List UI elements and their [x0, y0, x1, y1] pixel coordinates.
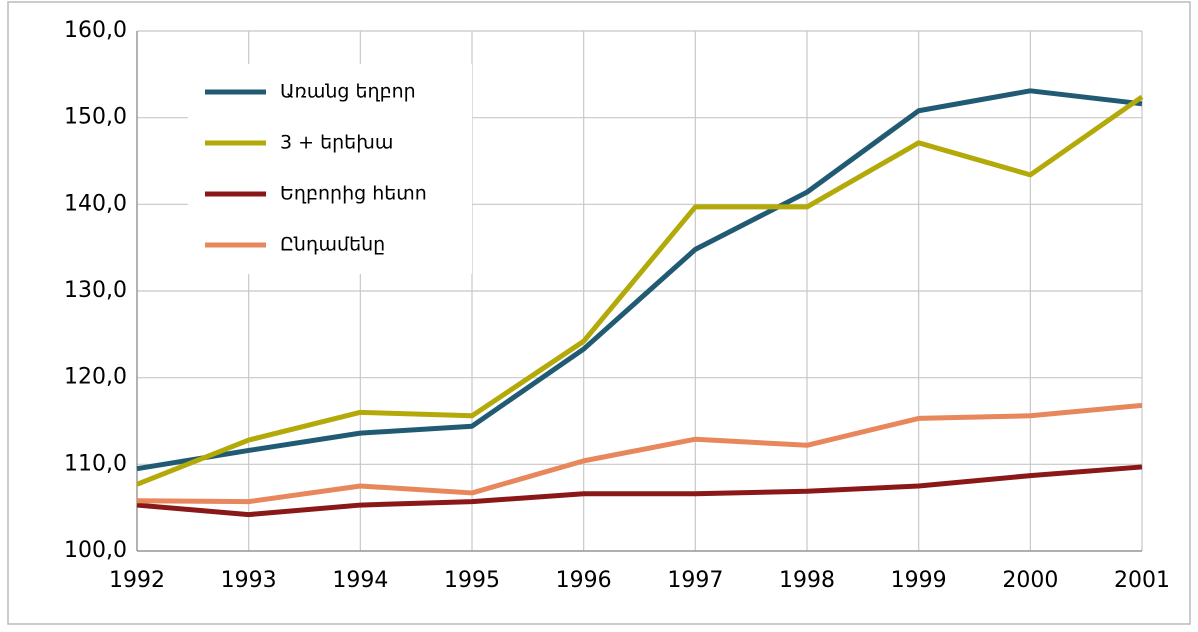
legend-label: 3 + երեխա	[280, 132, 393, 154]
x-tick-label: 1999	[891, 568, 947, 593]
x-tick-label: 1998	[779, 568, 835, 593]
y-tick-label: 140,0	[64, 191, 127, 216]
y-tick-label: 130,0	[64, 278, 127, 303]
legend: Առանց եղբոր 3 + երեխա Եղբորից հետո Ընդամենը	[188, 64, 472, 274]
x-tick-label: 1995	[444, 568, 500, 593]
y-tick-label: 160,0	[64, 18, 127, 43]
x-tick-label: 1993	[221, 568, 277, 593]
series-line	[136, 94, 1144, 487]
x-tick-label: 1994	[332, 568, 388, 593]
series-line	[136, 464, 1143, 518]
y-tick-label: 150,0	[64, 105, 127, 130]
x-tick-label: 1996	[556, 568, 612, 593]
x-tick-label: 2000	[1002, 568, 1058, 593]
y-tick-label: 120,0	[64, 365, 127, 390]
y-tick-label: 110,0	[64, 451, 127, 476]
series-line	[136, 402, 1143, 505]
legend-label: Եղբորից հետո	[280, 183, 427, 205]
legend-label: Ընդամենը	[280, 234, 385, 256]
y-tick-label: 100,0	[64, 538, 127, 563]
x-tick-label: 1997	[667, 568, 723, 593]
legend-label: Առանց եղբոր	[280, 81, 416, 103]
x-tick-label: 1992	[109, 568, 165, 593]
x-tick-label: 2001	[1114, 568, 1170, 593]
series-line	[136, 88, 1143, 472]
legend-box	[188, 64, 472, 274]
